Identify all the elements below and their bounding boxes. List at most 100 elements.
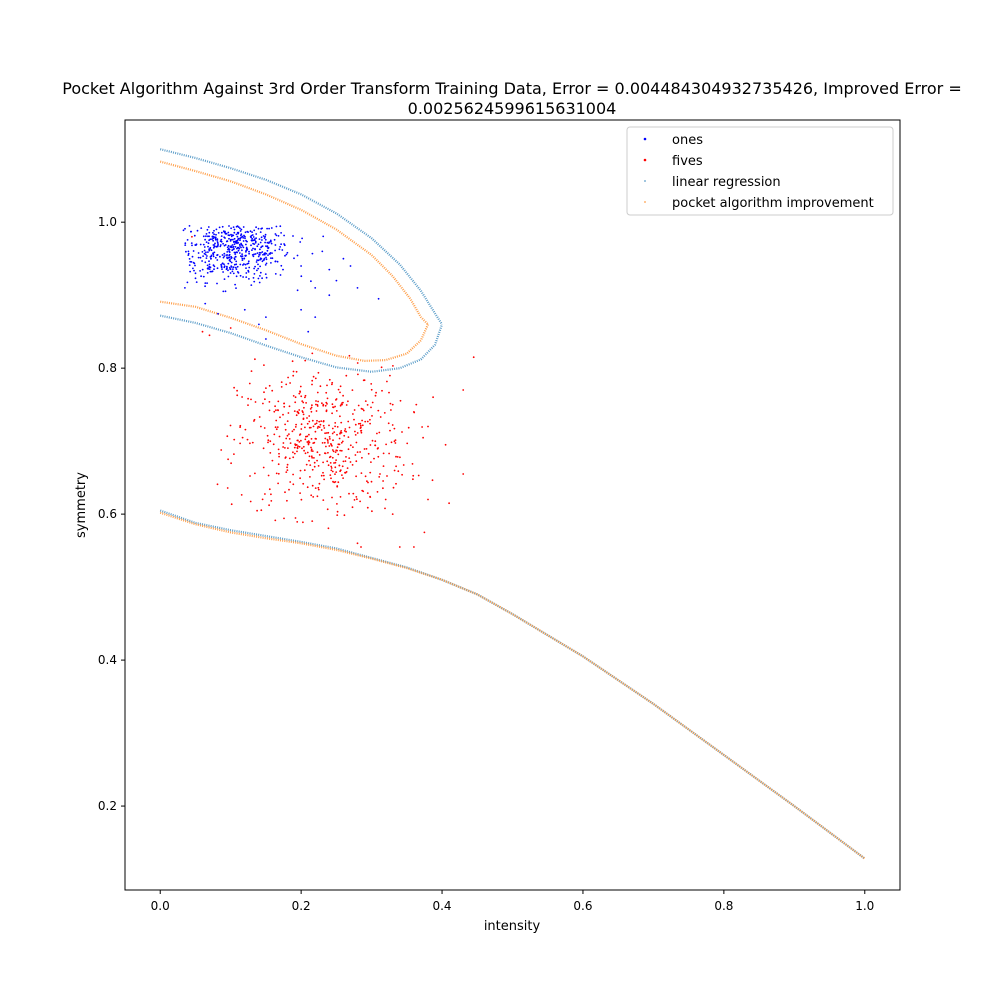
- chart-title-line2: 0.0025624599615631004: [408, 99, 617, 118]
- ones-point: [229, 240, 232, 242]
- ones-point: [193, 269, 195, 272]
- ones-point: [227, 244, 230, 247]
- fives-point: [399, 399, 402, 402]
- fives-point: [338, 437, 341, 440]
- fives-point: [313, 461, 316, 464]
- fives-point: [357, 422, 360, 425]
- ones-point: [257, 255, 260, 258]
- fives-point: [309, 426, 312, 429]
- ones-point: [230, 227, 233, 230]
- fives-point: [273, 410, 276, 413]
- fives-point: [377, 455, 380, 458]
- fives-point: [241, 396, 244, 398]
- ones-point: [208, 231, 211, 234]
- ones-point: [187, 254, 190, 256]
- fives-point: [303, 406, 305, 409]
- x-tick-label: 1.0: [855, 899, 874, 913]
- fives-point: [268, 488, 271, 491]
- ones-point: [257, 263, 259, 266]
- ones-point: [218, 226, 221, 229]
- ones-point: [200, 275, 203, 278]
- ones-point: [192, 261, 195, 264]
- ones-point: [293, 257, 295, 260]
- ones-point: [275, 225, 278, 228]
- ones-point: [251, 234, 254, 236]
- fives-point: [331, 403, 334, 406]
- fives-point: [360, 430, 362, 432]
- fives-point: [286, 463, 289, 466]
- fives-point: [291, 360, 294, 363]
- fives-point: [327, 451, 329, 454]
- fives-point: [360, 407, 363, 410]
- ones-point: [226, 267, 228, 269]
- fives-point: [287, 376, 289, 379]
- fives-point: [236, 394, 239, 397]
- ones-point: [232, 234, 235, 237]
- fives-point: [322, 471, 324, 474]
- fives-point: [361, 419, 363, 422]
- fives-point: [321, 402, 323, 405]
- fives-point: [284, 491, 286, 494]
- fives-point: [250, 398, 252, 401]
- fives-point: [309, 408, 312, 410]
- ones-point: [194, 272, 197, 275]
- ones-point: [227, 269, 229, 272]
- ones-point: [197, 256, 200, 259]
- fives-point: [229, 327, 232, 329]
- ones-point: [214, 238, 217, 241]
- fives-point: [363, 448, 366, 450]
- fives-point: [277, 482, 279, 485]
- fives-point: [254, 401, 257, 403]
- ones-point: [232, 248, 235, 251]
- ones-point: [233, 257, 236, 260]
- ones-point: [184, 242, 187, 245]
- ones-point: [226, 246, 229, 249]
- y-tick-label: 0.2: [98, 799, 117, 813]
- fives-point: [317, 371, 320, 374]
- fives-point: [336, 426, 339, 428]
- linear-regression-lower-branch-curve: [159, 509, 866, 860]
- fives-point: [261, 498, 264, 501]
- fives-point: [322, 404, 325, 407]
- fives-point: [316, 427, 319, 429]
- fives-point: [345, 404, 348, 406]
- ones-point: [280, 264, 283, 267]
- ones-point: [241, 244, 244, 247]
- fives-point: [388, 452, 390, 455]
- ones-point: [217, 312, 219, 315]
- ones-point: [201, 260, 204, 262]
- fives-point: [406, 442, 409, 445]
- fives-point: [367, 452, 370, 455]
- ones-point: [261, 239, 263, 241]
- fives-point: [398, 546, 401, 548]
- fives-point: [379, 473, 381, 475]
- fives-point: [376, 432, 378, 435]
- x-axis-ticks: 0.0 0.2 0.4 0.6 0.8 1.0: [151, 890, 874, 913]
- chart-title-line1: Pocket Algorithm Against 3rd Order Trans…: [62, 79, 962, 98]
- fives-point: [239, 424, 242, 427]
- fives-point: [444, 443, 447, 446]
- fives-point: [389, 402, 392, 405]
- fives-point: [382, 465, 385, 467]
- fives-point: [320, 420, 323, 422]
- fives-point: [292, 473, 294, 476]
- fives-point: [360, 426, 362, 429]
- x-tick-label: 0.8: [714, 899, 733, 913]
- fives-point: [355, 496, 358, 498]
- fives-point: [253, 418, 256, 421]
- fives-point: [268, 409, 271, 412]
- fives-point: [379, 416, 382, 418]
- fives-point: [277, 472, 280, 475]
- fives-point: [308, 459, 310, 462]
- fives-point: [249, 442, 251, 445]
- ones-point: [232, 266, 235, 269]
- fives-point: [285, 471, 288, 473]
- fives-point: [201, 330, 204, 333]
- fives-point: [331, 412, 333, 415]
- fives-point: [293, 410, 296, 412]
- fives-point: [271, 389, 274, 392]
- fives-point: [341, 474, 343, 476]
- fives-point: [325, 409, 328, 412]
- fives-point: [292, 370, 295, 373]
- fives-point: [391, 513, 394, 515]
